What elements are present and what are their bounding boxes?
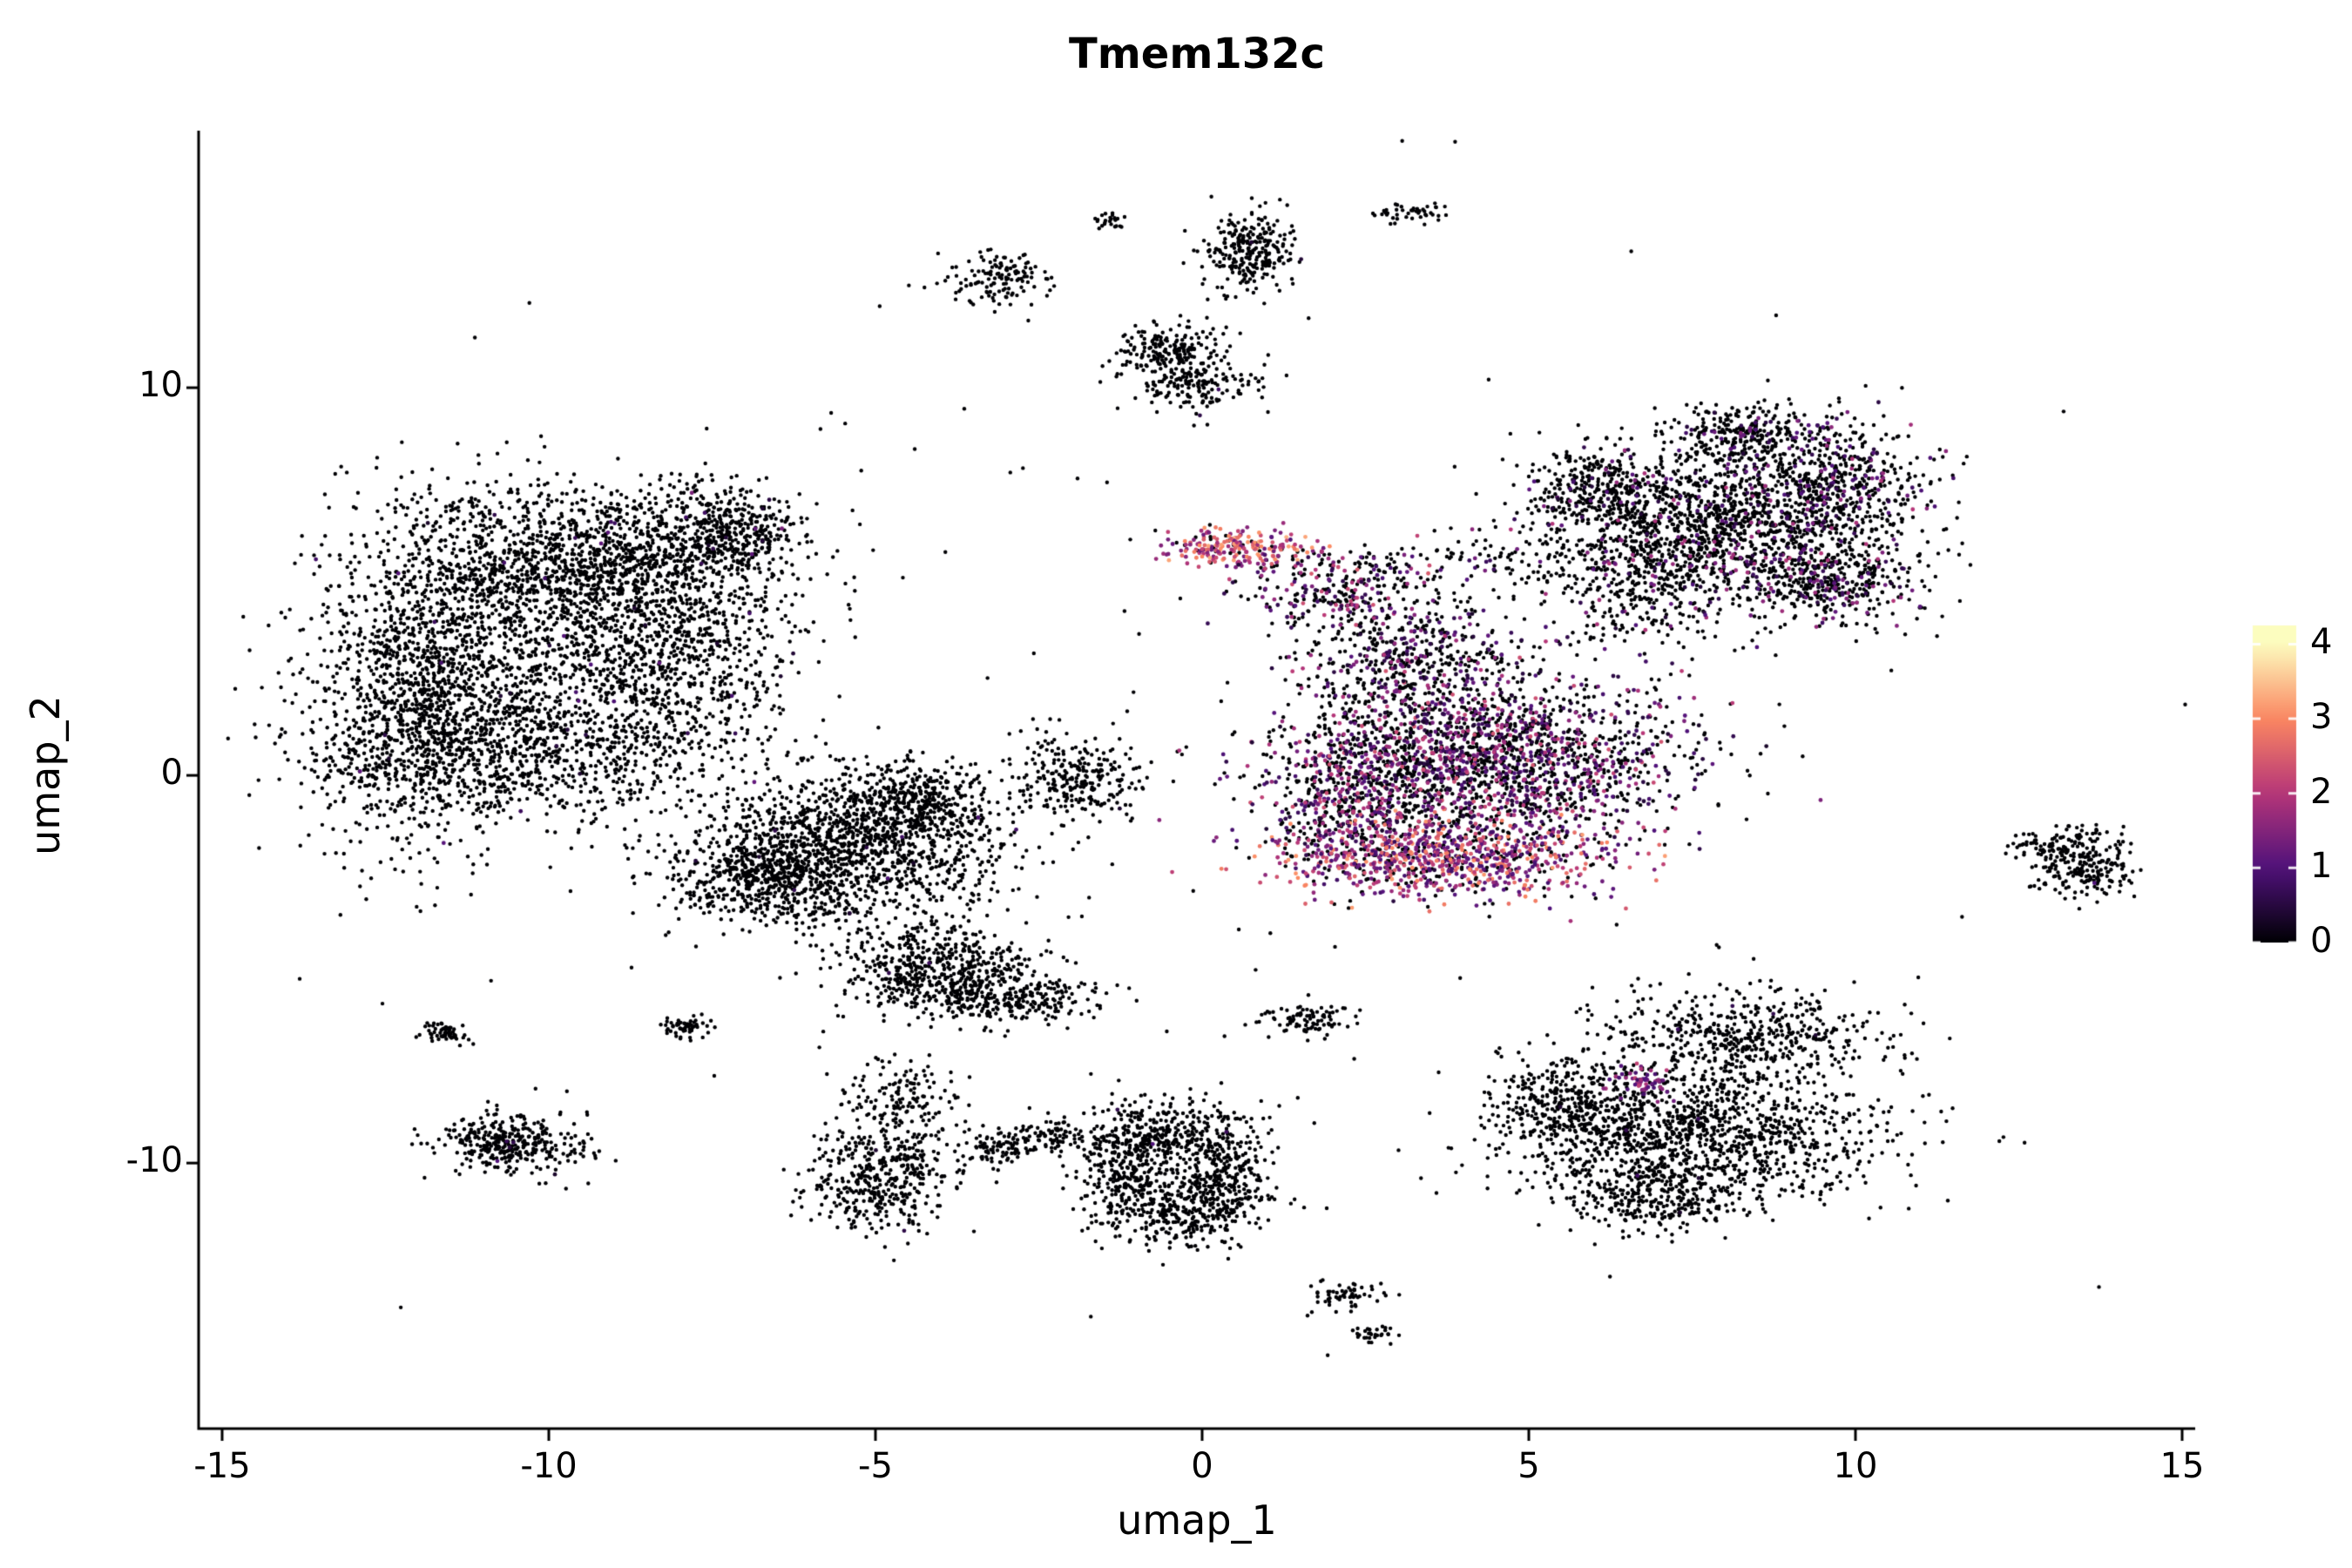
- x-tick-label: -15: [193, 1446, 251, 1486]
- x-tick-label: -5: [858, 1446, 893, 1486]
- x-tick-label: 15: [2159, 1446, 2205, 1486]
- x-axis-label: umap_1: [1117, 1497, 1277, 1544]
- x-tick-label: 5: [1517, 1446, 1540, 1486]
- x-tick-label: 10: [1833, 1446, 1878, 1486]
- legend-tick-label: 2: [2310, 771, 2333, 812]
- legend-tick-label: 1: [2310, 846, 2333, 887]
- legend-tick-label: 4: [2310, 622, 2333, 663]
- x-tick-label: -10: [520, 1446, 578, 1486]
- legend-tick-label: 3: [2310, 697, 2333, 738]
- y-tick-label: 0: [160, 753, 183, 794]
- y-tick-label: -10: [125, 1140, 183, 1181]
- y-tick-label: 10: [139, 365, 183, 406]
- plot-title: Tmem132c: [1069, 30, 1325, 78]
- x-tick-label: 0: [1191, 1446, 1213, 1486]
- legend-tick-label: 0: [2310, 921, 2333, 961]
